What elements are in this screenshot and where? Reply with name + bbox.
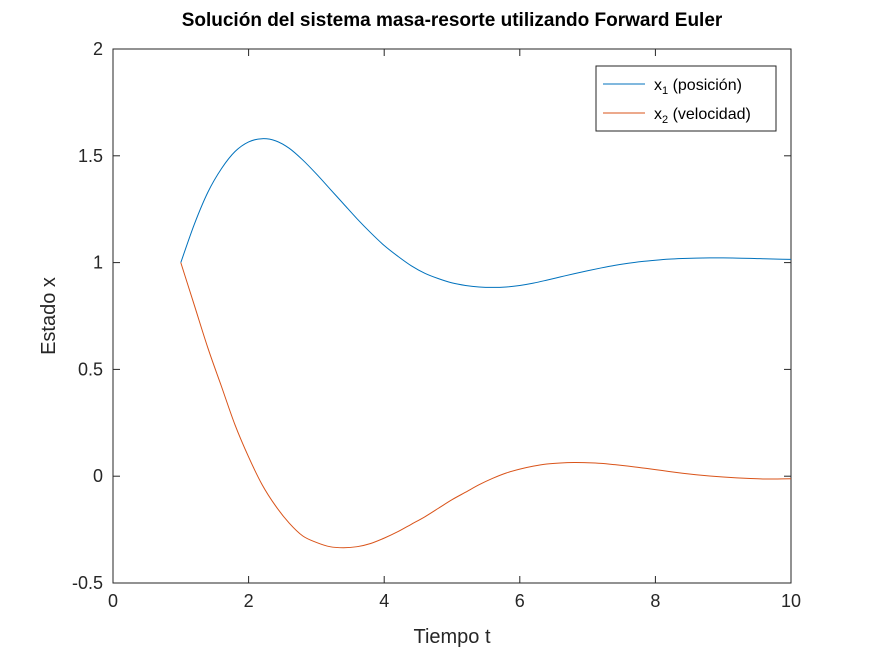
series-line-x1 [180,138,792,288]
legend-label-x1: x1 (posición) [654,77,742,97]
legend-label-x2: x2 (velocidad) [654,106,751,126]
chart-title: Solución del sistema masa-resorte utiliz… [182,10,723,31]
ticks: 0 2 4 6 8 10-0.500.511.52 [72,39,801,611]
y-tick-label: 0.5 [78,359,103,379]
x-axis-label: Tiempo t [413,626,491,648]
x-tick-label: 6 [515,591,525,611]
y-tick-label: 1.5 [78,146,103,166]
y-tick-label: 0 [93,466,103,486]
series-line-x2 [180,262,792,549]
y-tick-label: 1 [93,253,103,273]
legend-box [595,65,777,132]
y-tick-label: -0.5 [72,573,103,593]
y-tick-label: 2 [93,39,103,59]
x-tick-label: 10 [781,591,801,611]
x-tick-label: 2 [244,591,254,611]
plot-area [112,48,792,584]
x-tick-label: 0 [108,591,118,611]
x-tick-label: 8 [650,591,660,611]
y-axis-label: Estado x [38,277,60,355]
series-lines [180,138,792,549]
legend: x1 (posición) x2 (velocidad) [595,65,777,132]
x-tick-label: 4 [379,591,389,611]
